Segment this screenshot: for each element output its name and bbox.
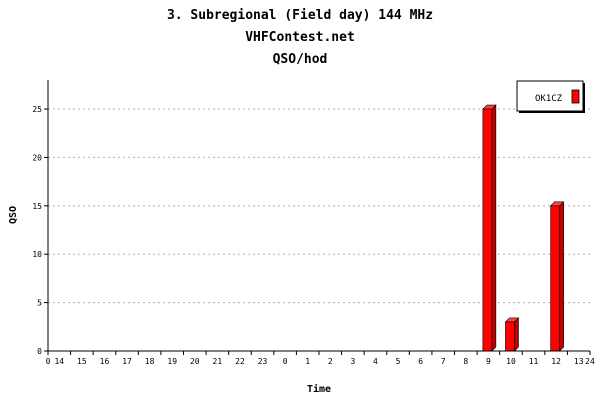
bar-side — [514, 317, 519, 352]
legend-swatch — [571, 89, 580, 104]
x-tick-label: 14 — [54, 357, 64, 366]
x-tick-label: 18 — [145, 357, 155, 366]
x-tick-label: 10 — [506, 357, 516, 366]
bar-front — [505, 321, 515, 352]
x-tick-label: 1 — [305, 357, 310, 366]
y-tick-label: 20 — [32, 153, 42, 162]
x-tick-label-end: 24 — [585, 357, 595, 366]
x-axis-label: Time — [307, 383, 331, 395]
bar — [504, 317, 520, 352]
bar — [482, 104, 497, 352]
chart-subtitle: VHFContest.net — [245, 30, 355, 45]
bar-front — [550, 205, 560, 352]
x-tick-label: 19 — [167, 357, 177, 366]
legend-entry-ok1cz: OK1CZ — [535, 94, 563, 104]
x-tick-label: 8 — [463, 357, 468, 366]
x-tick-label-start: 0 — [46, 357, 51, 366]
y-axis-label: QSO — [8, 206, 19, 224]
bar-side — [559, 201, 564, 352]
x-tick-label: 11 — [529, 357, 539, 366]
y-tick-label: 25 — [32, 105, 42, 114]
x-tick-label: 12 — [551, 357, 561, 366]
chart-title: 3. Subregional (Field day) 144 MHz — [167, 8, 433, 23]
x-tick-label: 20 — [190, 357, 200, 366]
y-tick-label: 0 — [37, 347, 42, 356]
x-tick-label: 3 — [350, 357, 355, 366]
chart-subtitle-2: QSO/hod — [273, 52, 328, 67]
x-tick-label: 17 — [122, 357, 132, 366]
x-tick-label: 23 — [258, 357, 268, 366]
x-tick-label: 7 — [441, 357, 446, 366]
x-tick-label: 6 — [418, 357, 423, 366]
bar-side — [491, 104, 497, 352]
y-tick-label: 5 — [37, 299, 42, 308]
y-axis-ticks: 0 5 10 15 20 25 — [32, 105, 48, 356]
x-tick-label: 0 — [283, 357, 288, 366]
x-tick-label: 22 — [235, 357, 245, 366]
axes — [47, 80, 590, 352]
x-tick-label: 5 — [396, 357, 401, 366]
bar-front — [482, 108, 493, 352]
y-tick-label: 10 — [32, 250, 42, 259]
bar — [549, 201, 565, 352]
x-tick-label: 2 — [328, 357, 333, 366]
y-tick-label: 15 — [32, 202, 42, 211]
legend: OK1CZ — [516, 80, 585, 113]
x-tick-label: 16 — [100, 357, 110, 366]
x-tick-label: 4 — [373, 357, 378, 366]
x-tick-label: 21 — [213, 357, 223, 366]
gridlines — [48, 108, 590, 304]
bars — [482, 104, 565, 352]
x-tick-label: 13 — [574, 357, 584, 366]
x-tick-label: 9 — [486, 357, 491, 366]
x-tick-label: 15 — [77, 357, 87, 366]
